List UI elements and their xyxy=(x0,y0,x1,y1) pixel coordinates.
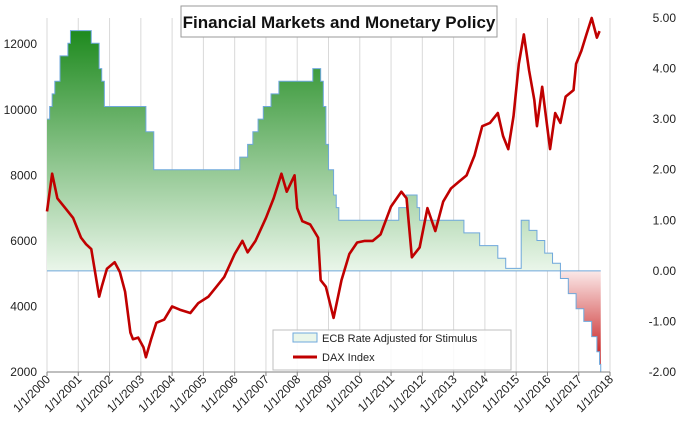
ecb-rate-outline xyxy=(47,30,602,372)
y-right-tick-label: -2.00 xyxy=(649,365,677,379)
ecb-rate-area-positive xyxy=(47,30,601,271)
chart-title: Financial Markets and Monetary Policy xyxy=(183,13,496,32)
legend: ECB Rate Adjusted for Stimulus DAX Index xyxy=(272,329,512,371)
y-right-tick-label: 2.00 xyxy=(653,163,677,177)
x-axis-ticks: 1/1/20001/1/20011/1/20021/1/20031/1/2004… xyxy=(10,372,616,415)
y-right-tick-label: 0.00 xyxy=(653,264,677,278)
dax-index-line xyxy=(45,16,601,359)
y-left-tick-label: 2000 xyxy=(10,365,37,379)
legend-label-dax: DAX Index xyxy=(322,352,375,364)
y-right-tick-label: -1.00 xyxy=(649,314,677,328)
ecb-rate-area-negative xyxy=(560,270,601,372)
y-left-tick-label: 4000 xyxy=(10,299,37,313)
y-right-tick-label: 1.00 xyxy=(653,213,677,227)
left-axis-ticks: 2000 4000 6000 8000 10000 12000 xyxy=(4,37,38,379)
legend-label-ecb: ECB Rate Adjusted for Stimulus xyxy=(322,333,478,345)
y-right-tick-label: 3.00 xyxy=(653,112,677,126)
y-right-tick-label: 4.00 xyxy=(653,62,677,76)
right-axis-ticks: -2.00 -1.00 0.00 1.00 2.00 3.00 4.00 5.00 xyxy=(649,11,677,379)
dax-line-layer xyxy=(45,16,601,359)
y-left-tick-label: 10000 xyxy=(4,103,38,117)
gridlines xyxy=(46,18,611,372)
legend-swatch-ecb xyxy=(292,332,318,343)
y-left-tick-label: 8000 xyxy=(10,168,37,182)
y-left-tick-label: 12000 xyxy=(4,37,38,51)
y-left-tick-label: 6000 xyxy=(10,234,37,248)
chart-title-box: Financial Markets and Monetary Policy xyxy=(180,5,498,38)
y-right-tick-label: 5.00 xyxy=(653,11,677,25)
ecb-rate-area xyxy=(47,30,602,372)
